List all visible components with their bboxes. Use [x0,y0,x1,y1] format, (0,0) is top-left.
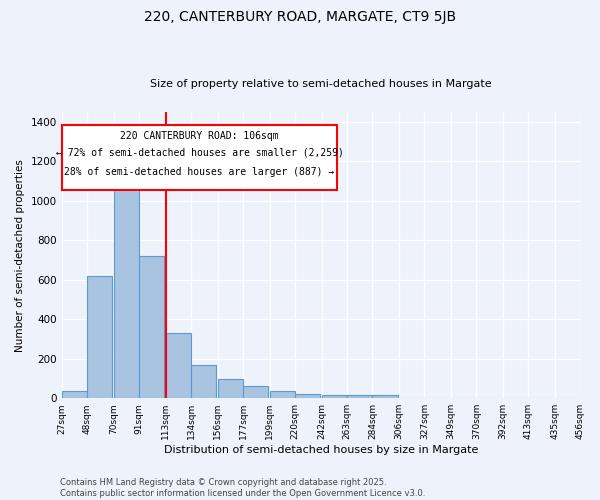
Bar [62,392,87,398]
Text: Contains HM Land Registry data © Crown copyright and database right 2025.
Contai: Contains HM Land Registry data © Crown c… [60,478,425,498]
Bar [347,395,373,398]
Bar [166,333,191,398]
Bar [218,380,243,398]
Bar [191,364,217,398]
Bar [295,394,320,398]
Text: ← 72% of semi-detached houses are smaller (2,259): ← 72% of semi-detached houses are smalle… [56,148,343,158]
Y-axis label: Number of semi-detached properties: Number of semi-detached properties [15,158,25,352]
Bar [243,386,268,398]
Bar [373,395,398,398]
Text: 28% of semi-detached houses are larger (887) →: 28% of semi-detached houses are larger (… [64,168,335,177]
Title: Size of property relative to semi-detached houses in Margate: Size of property relative to semi-detach… [150,79,492,89]
Bar [87,276,112,398]
Bar [139,256,164,398]
Bar [269,392,295,398]
FancyBboxPatch shape [62,125,337,190]
Bar [322,395,347,398]
Text: 220 CANTERBURY ROAD: 106sqm: 220 CANTERBURY ROAD: 106sqm [120,131,279,141]
Text: 220, CANTERBURY ROAD, MARGATE, CT9 5JB: 220, CANTERBURY ROAD, MARGATE, CT9 5JB [144,10,456,24]
X-axis label: Distribution of semi-detached houses by size in Margate: Distribution of semi-detached houses by … [164,445,478,455]
Bar [113,183,139,398]
